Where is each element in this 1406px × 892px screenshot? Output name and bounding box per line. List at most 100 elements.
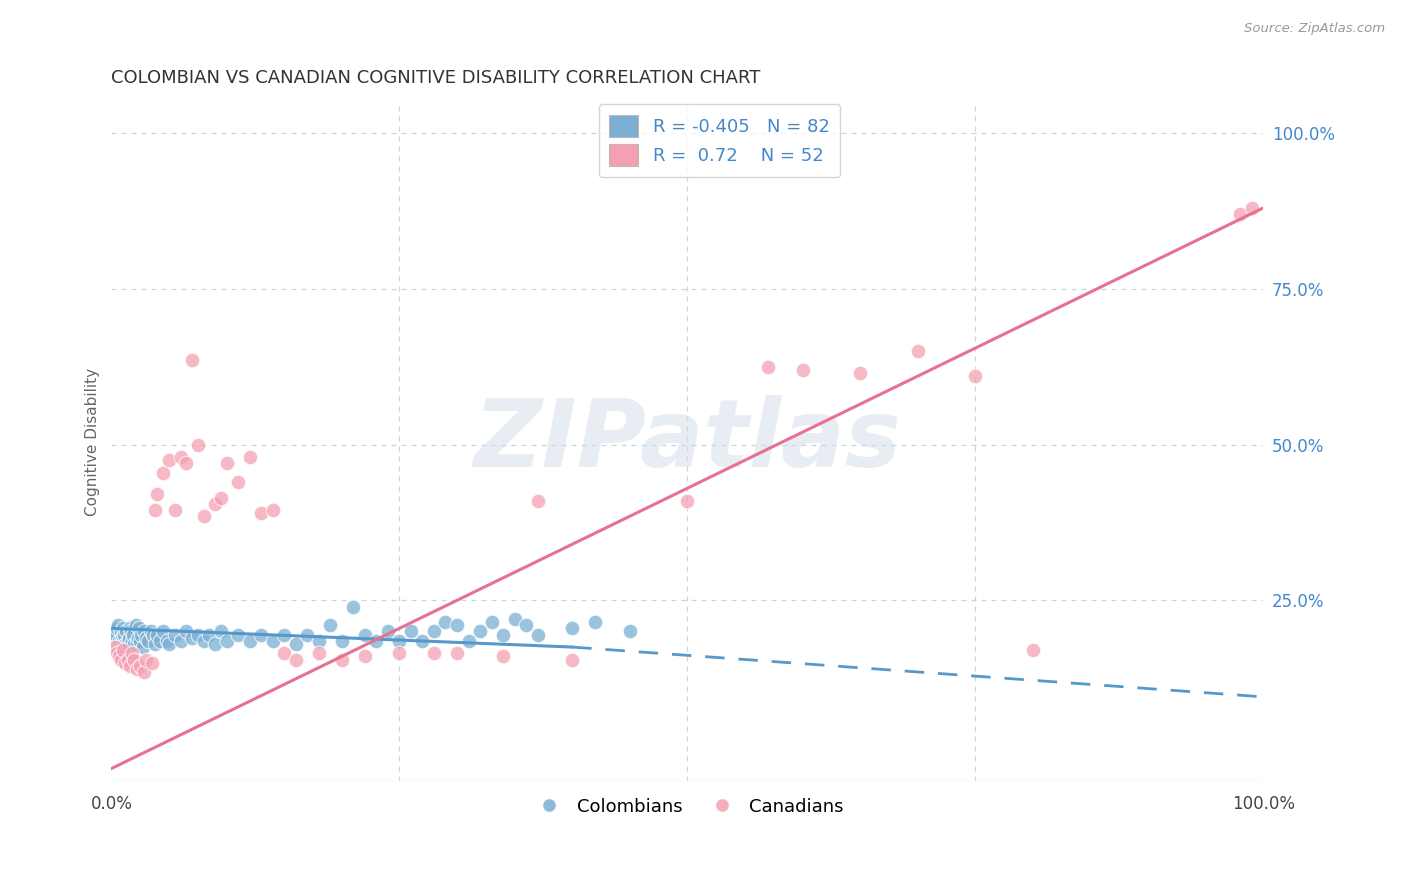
Point xyxy=(156,633,179,648)
Point xyxy=(250,627,273,641)
Point xyxy=(619,624,641,639)
Point xyxy=(215,456,238,470)
Point xyxy=(297,627,319,641)
Point xyxy=(143,503,166,517)
Point xyxy=(181,353,204,368)
Point xyxy=(105,627,128,641)
Point xyxy=(284,652,307,666)
Point xyxy=(181,631,204,645)
Point xyxy=(262,633,284,648)
Point xyxy=(676,493,699,508)
Point xyxy=(111,621,134,635)
Point xyxy=(366,633,388,648)
Point xyxy=(129,633,152,648)
Point xyxy=(131,640,153,654)
Point xyxy=(907,344,929,359)
Point xyxy=(526,493,548,508)
Point xyxy=(143,637,166,651)
Point xyxy=(103,633,125,648)
Point xyxy=(105,621,128,635)
Point xyxy=(308,633,330,648)
Point xyxy=(124,637,146,651)
Point xyxy=(152,466,174,480)
Point xyxy=(129,658,152,673)
Point xyxy=(105,640,128,654)
Point xyxy=(388,633,411,648)
Point xyxy=(104,624,127,639)
Text: ZIPatlas: ZIPatlas xyxy=(474,395,901,488)
Point xyxy=(353,649,375,664)
Point xyxy=(756,359,779,374)
Point xyxy=(284,637,307,651)
Point xyxy=(108,633,131,648)
Point xyxy=(526,627,548,641)
Point xyxy=(434,615,457,629)
Point xyxy=(792,363,814,377)
Point xyxy=(198,627,221,641)
Point xyxy=(107,618,129,632)
Point xyxy=(423,646,446,660)
Y-axis label: Cognitive Disability: Cognitive Disability xyxy=(86,368,100,516)
Point xyxy=(446,618,468,632)
Point xyxy=(342,599,364,614)
Point xyxy=(561,652,583,666)
Point xyxy=(157,637,180,651)
Legend: Colombians, Canadians: Colombians, Canadians xyxy=(524,790,851,823)
Point xyxy=(215,633,238,648)
Point xyxy=(118,631,141,645)
Point xyxy=(239,633,262,648)
Point xyxy=(226,627,249,641)
Point xyxy=(141,656,163,670)
Point xyxy=(353,627,375,641)
Point xyxy=(135,631,157,645)
Point xyxy=(118,658,141,673)
Point xyxy=(193,509,215,524)
Point xyxy=(110,624,132,639)
Point xyxy=(273,627,295,641)
Point xyxy=(149,633,172,648)
Point xyxy=(111,631,134,645)
Point xyxy=(122,627,145,641)
Point xyxy=(117,633,139,648)
Point xyxy=(492,627,515,641)
Point xyxy=(124,652,146,666)
Point xyxy=(273,646,295,660)
Point xyxy=(114,656,136,670)
Point xyxy=(163,503,186,517)
Point xyxy=(965,369,987,384)
Point xyxy=(193,633,215,648)
Point xyxy=(187,437,209,451)
Point xyxy=(121,633,143,648)
Point xyxy=(226,475,249,489)
Point xyxy=(111,633,134,648)
Point xyxy=(1229,207,1251,221)
Point xyxy=(108,649,131,664)
Point xyxy=(399,624,422,639)
Point xyxy=(125,662,148,676)
Point xyxy=(561,621,583,635)
Point xyxy=(388,646,411,660)
Point xyxy=(135,652,157,666)
Point xyxy=(112,627,135,641)
Point xyxy=(187,627,209,641)
Point xyxy=(515,618,537,632)
Text: COLOMBIAN VS CANADIAN COGNITIVE DISABILITY CORRELATION CHART: COLOMBIAN VS CANADIAN COGNITIVE DISABILI… xyxy=(111,69,761,87)
Point xyxy=(446,646,468,660)
Point xyxy=(139,624,162,639)
Point xyxy=(125,633,148,648)
Point xyxy=(104,640,127,654)
Point xyxy=(209,491,232,505)
Point xyxy=(157,453,180,467)
Point xyxy=(503,612,526,626)
Point xyxy=(330,652,353,666)
Point xyxy=(174,624,197,639)
Point xyxy=(1240,201,1263,215)
Text: Source: ZipAtlas.com: Source: ZipAtlas.com xyxy=(1244,22,1385,36)
Point xyxy=(114,637,136,651)
Point xyxy=(132,624,155,639)
Point xyxy=(319,618,342,632)
Point xyxy=(132,665,155,679)
Point xyxy=(142,627,165,641)
Point xyxy=(105,646,128,660)
Point xyxy=(118,640,141,654)
